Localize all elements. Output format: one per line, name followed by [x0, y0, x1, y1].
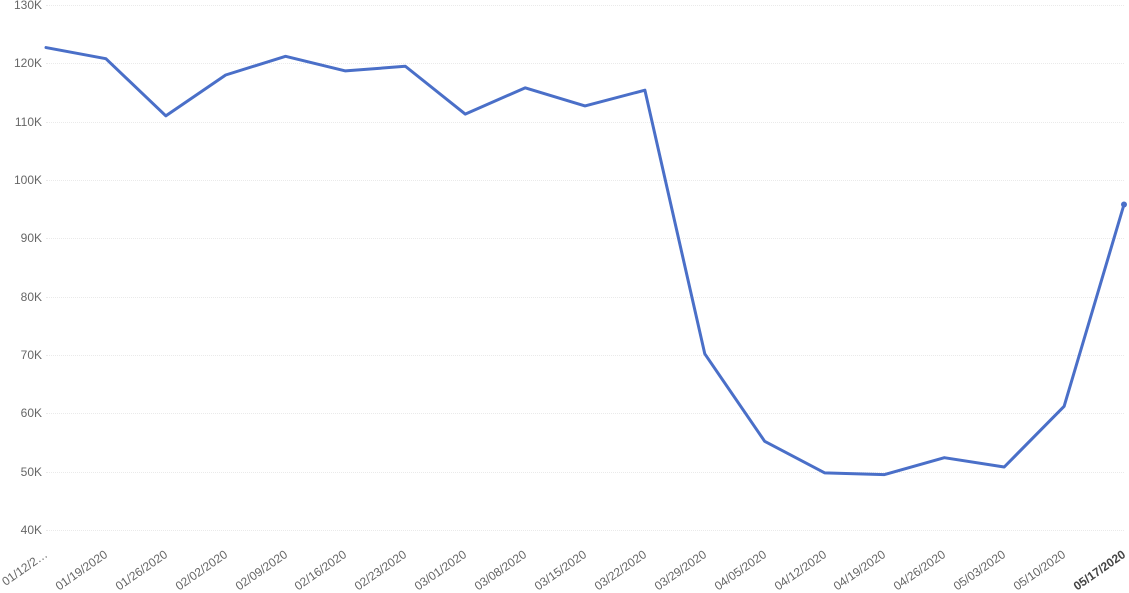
x-axis-label: 04/05/2020 [711, 547, 768, 593]
x-axis-label: 02/02/2020 [172, 547, 229, 593]
y-axis-label: 130K [2, 0, 42, 12]
x-axis-label: 03/01/2020 [412, 547, 469, 593]
y-axis-label: 120K [2, 56, 42, 70]
y-axis-label: 70K [2, 348, 42, 362]
x-axis-label: 03/15/2020 [532, 547, 589, 593]
x-axis-label: 02/16/2020 [292, 547, 349, 593]
x-axis-label: 04/19/2020 [831, 547, 888, 593]
x-axis-label: 04/26/2020 [891, 547, 948, 593]
x-axis-label: 04/12/2020 [771, 547, 828, 593]
y-axis-label: 50K [2, 465, 42, 479]
y-axis-label: 110K [2, 115, 42, 129]
x-axis-label: 01/26/2020 [113, 547, 170, 593]
x-axis-label: 05/17/2020 [1071, 547, 1128, 593]
x-axis-label: 01/12/2… [0, 547, 50, 588]
y-axis-label: 60K [2, 406, 42, 420]
x-axis-label: 01/19/2020 [53, 547, 110, 593]
y-axis-label: 80K [2, 290, 42, 304]
gridline [46, 530, 1124, 531]
x-axis-label: 02/23/2020 [352, 547, 409, 593]
y-axis-label: 100K [2, 173, 42, 187]
x-axis-label: 03/29/2020 [652, 547, 709, 593]
x-axis-label: 05/03/2020 [951, 547, 1008, 593]
line-chart: 40K 50K 60K 70K 80K 90K 100K 110K 120K 130K 01/12/… [0, 0, 1129, 593]
line-series [46, 5, 1124, 530]
x-axis-label: 03/22/2020 [592, 547, 649, 593]
end-marker [1121, 202, 1127, 208]
x-axis-label: 02/09/2020 [232, 547, 289, 593]
x-axis-label: 03/08/2020 [472, 547, 529, 593]
x-axis-label: 05/10/2020 [1011, 547, 1068, 593]
y-axis-label: 40K [2, 523, 42, 537]
y-axis-label: 90K [2, 231, 42, 245]
plot-area [46, 5, 1124, 530]
